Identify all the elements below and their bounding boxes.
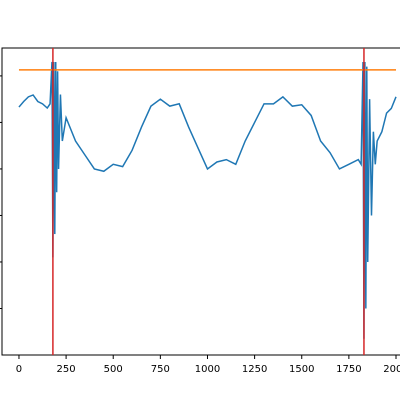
- line-series: [18, 61, 397, 339]
- plot-frame: [1, 47, 400, 356]
- x-tick-label: 500: [104, 364, 123, 375]
- x-tick-label: 2000: [383, 364, 400, 375]
- x-tick-label: 1000: [195, 364, 220, 375]
- x-tick-label: 250: [57, 364, 76, 375]
- x-tick-label: 1500: [289, 364, 314, 375]
- x-tick-label: 1250: [242, 364, 267, 375]
- x-tick-label: 0: [16, 364, 22, 375]
- x-tick-label: 1750: [336, 364, 361, 375]
- x-tick-label: 750: [151, 364, 170, 375]
